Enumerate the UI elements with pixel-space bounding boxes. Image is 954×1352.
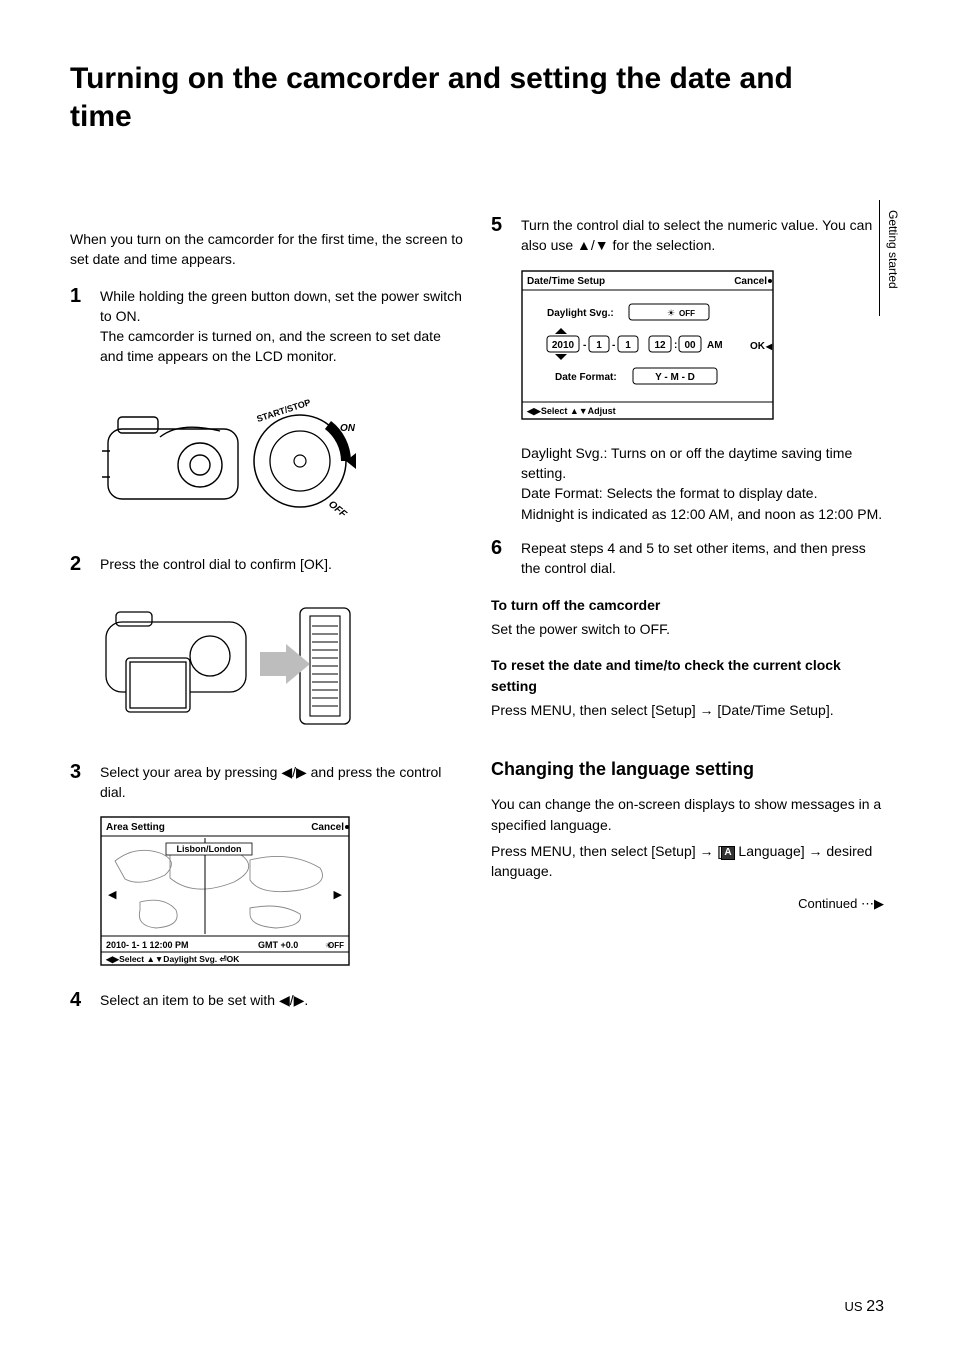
svg-text:-: - — [612, 340, 615, 351]
svg-text:-: - — [583, 340, 586, 351]
svg-text:◀: ◀ — [108, 889, 117, 901]
step-5-text: Turn the control dial to select the nume… — [521, 215, 884, 256]
step-1-line2: The camcorder is turned on, and the scre… — [100, 328, 441, 364]
area-title: Area Setting — [106, 822, 165, 833]
figure-area-setting: Area Setting Cancel Lisbon/London ◀ ▶ — [100, 816, 463, 971]
language-heading: Changing the language setting — [491, 756, 884, 782]
desc-c: Midnight is indicated as 12:00 AM, and n… — [521, 506, 882, 522]
area-dst: OFF — [328, 941, 344, 950]
step-number: 4 — [70, 990, 88, 1010]
dt-month: 1 — [596, 340, 602, 351]
intro-text: When you turn on the camcorder for the f… — [70, 229, 463, 270]
off-label: OFF — [326, 499, 349, 521]
desc-a: Daylight Svg.: Turns on or off the dayti… — [521, 445, 852, 481]
dt-daylight-label: Daylight Svg.: — [547, 308, 614, 319]
continued-indicator: Continued ⋯▶ — [491, 895, 884, 914]
step-5: 5 Turn the control dial to select the nu… — [491, 215, 884, 256]
step-4: 4 Select an item to be set with ◀/▶. — [70, 990, 463, 1010]
page-prefix: US — [845, 1299, 863, 1314]
step-3-text: Select your area by pressing ◀/▶ and pre… — [100, 762, 463, 803]
right-column: 5 Turn the control dial to select the nu… — [491, 215, 884, 1024]
dt-hh: 12 — [654, 340, 666, 351]
svg-text:▶: ▶ — [334, 889, 343, 901]
dt-title: Date/Time Setup — [527, 276, 605, 287]
continued-label: Continued — [798, 896, 857, 911]
dt-format-label: Date Format: — [555, 372, 617, 383]
svg-text::: : — [674, 340, 677, 351]
language-p2a: Press MENU, then select [Setup] → [ — [491, 843, 721, 859]
on-label: ON — [340, 423, 356, 434]
page-title: Turning on the camcorder and setting the… — [70, 60, 820, 135]
figure-datetime-setup: Date/Time Setup Cancel Daylight Svg.: ☀ … — [521, 270, 884, 425]
step-4-text: Select an item to be set with ◀/▶. — [100, 990, 463, 1010]
dt-year: 2010 — [552, 340, 575, 351]
step-1-line1: While holding the green button down, set… — [100, 288, 462, 324]
dt-ampm: AM — [707, 340, 723, 351]
area-city: Lisbon/London — [177, 844, 242, 854]
continued-arrow-icon: ⋯▶ — [861, 896, 884, 911]
step5-desc: Daylight Svg.: Turns on or off the dayti… — [521, 443, 884, 524]
turnoff-text: Set the power switch to OFF. — [491, 619, 884, 639]
step-number: 2 — [70, 554, 88, 574]
area-date: 2010- 1- 1 12:00 PM — [106, 940, 189, 950]
dt-ok: OK — [750, 341, 766, 352]
side-section-label: Getting started — [886, 210, 900, 289]
desc-b: Date Format: Selects the format to displ… — [521, 485, 817, 501]
area-bottom: ◀▶Select ▲▼Daylight Svg. ⏎OK — [105, 954, 240, 964]
svg-text:◀: ◀ — [765, 342, 773, 351]
figure-control-dial — [100, 588, 463, 743]
startstop-label: START/STOP — [255, 397, 312, 424]
reset-heading: To reset the date and time/to check the … — [491, 655, 884, 696]
language-p1: You can change the on-screen displays to… — [491, 794, 884, 835]
sun-icon: ☀ — [667, 308, 675, 318]
step-2-text: Press the control dial to confirm [OK]. — [100, 554, 463, 574]
dt-mm: 00 — [684, 340, 696, 351]
step-6: 6 Repeat steps 4 and 5 to set other item… — [491, 538, 884, 579]
area-gmt: GMT +0.0 — [258, 940, 298, 950]
dt-day: 1 — [625, 340, 631, 351]
step-number: 6 — [491, 538, 509, 579]
language-icon: A — [721, 846, 734, 860]
page-num-value: 23 — [866, 1298, 884, 1315]
dt-daylight-val: OFF — [679, 309, 695, 318]
step-1: 1 While holding the green button down, s… — [70, 286, 463, 367]
step-6-text: Repeat steps 4 and 5 to set other items,… — [521, 538, 884, 579]
step-number: 5 — [491, 215, 509, 256]
step-number: 1 — [70, 286, 88, 367]
side-accent-bar — [879, 200, 880, 316]
language-p2: Press MENU, then select [Setup] → [A Lan… — [491, 841, 884, 882]
left-column: When you turn on the camcorder for the f… — [70, 215, 463, 1024]
figure-power-dial: START/STOP ON OFF — [100, 381, 463, 536]
reset-text: Press MENU, then select [Setup] → [Date/… — [491, 700, 884, 720]
turnoff-heading: To turn off the camcorder — [491, 595, 884, 615]
step-number: 3 — [70, 762, 88, 803]
dt-bottom: ◀▶Select ▲▼Adjust — [526, 406, 616, 416]
step-2: 2 Press the control dial to confirm [OK]… — [70, 554, 463, 574]
dt-format-val: Y - M - D — [655, 372, 695, 383]
page-number: US 23 — [845, 1298, 884, 1316]
dt-cancel: Cancel — [734, 276, 767, 287]
step-3: 3 Select your area by pressing ◀/▶ and p… — [70, 762, 463, 803]
area-cancel: Cancel — [311, 822, 344, 833]
